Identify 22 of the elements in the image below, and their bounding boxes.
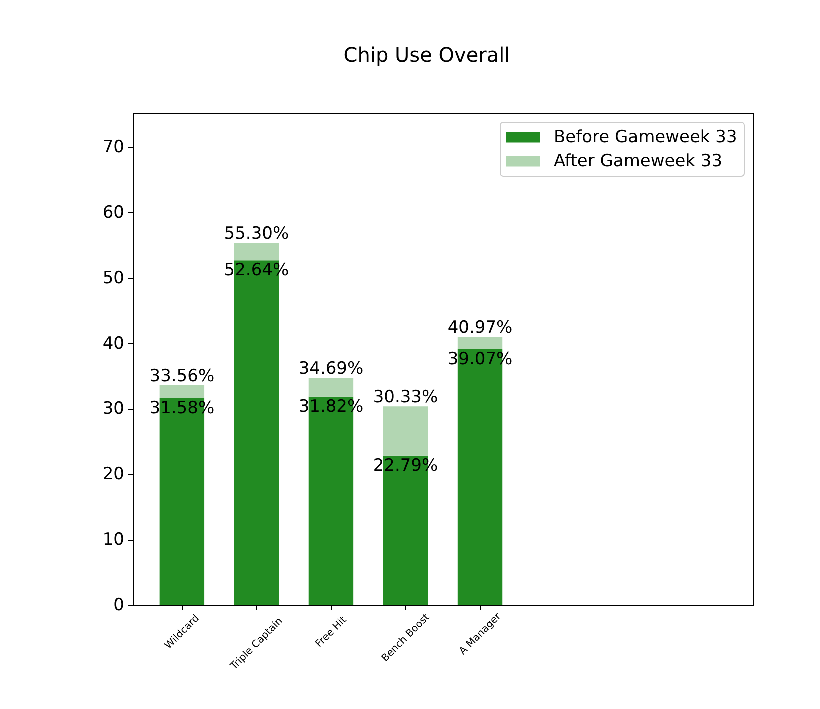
- bar: [458, 336, 503, 350]
- x-tick-label: Free Hit: [314, 614, 350, 650]
- y-tick-label: 70: [102, 138, 124, 158]
- y-tick-label: 20: [102, 464, 124, 485]
- bar: [160, 385, 205, 398]
- legend-label: After Gameweek 33: [554, 152, 723, 172]
- bar: [383, 406, 428, 456]
- y-tick-label: 0: [114, 596, 124, 616]
- chart-title: Chip Use Overall: [344, 43, 510, 67]
- total-label: 55.30%: [224, 224, 290, 244]
- legend-label: Before Gameweek 33: [554, 128, 738, 148]
- total-label: 40.97%: [448, 318, 513, 338]
- bar: [234, 243, 280, 261]
- y-tick-label: 50: [102, 268, 124, 288]
- bar: [308, 378, 354, 397]
- y-tick-label: 40: [102, 334, 124, 354]
- y-tick-label: 10: [102, 530, 124, 550]
- y-tick-label: 60: [102, 202, 124, 223]
- y-tick-label: 30: [102, 399, 124, 420]
- total-label: 30.33%: [373, 388, 438, 408]
- total-label: 34.69%: [298, 359, 364, 380]
- total-label: 33.56%: [150, 366, 215, 386]
